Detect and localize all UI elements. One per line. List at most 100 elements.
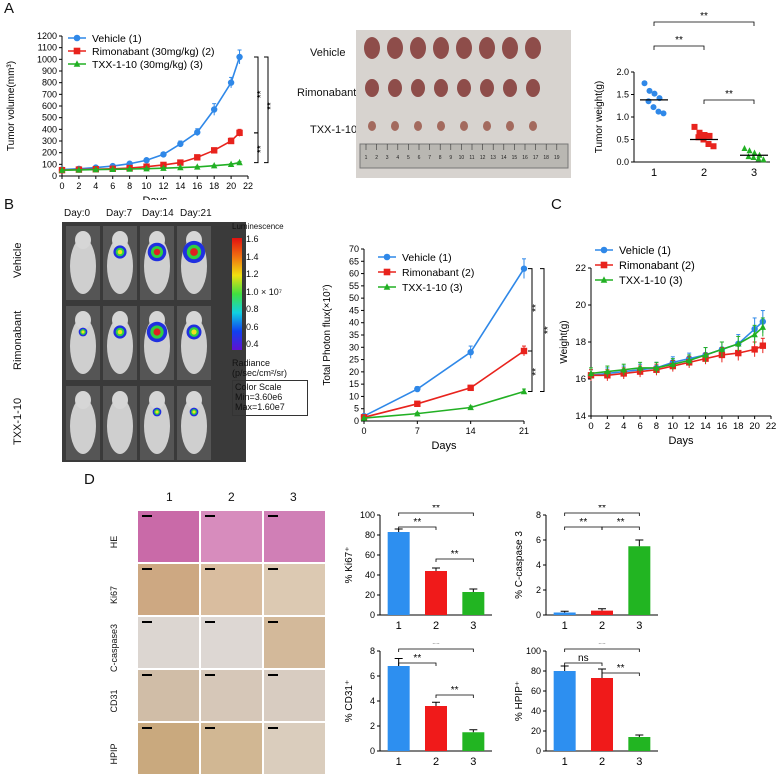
mouse-head bbox=[112, 231, 128, 249]
y-tick-label: 400 bbox=[42, 124, 57, 134]
tumor-specimen bbox=[391, 121, 399, 131]
legend-marker bbox=[600, 276, 608, 283]
data-point bbox=[109, 165, 116, 173]
x-tick-label: 16 bbox=[192, 181, 202, 191]
series-line bbox=[61, 161, 240, 171]
y-axis-title: % HPIP⁺ bbox=[514, 681, 525, 721]
data-point bbox=[710, 143, 717, 150]
tumor-specimen bbox=[460, 121, 468, 131]
y-tick-label: 60 bbox=[349, 269, 359, 279]
data-point bbox=[750, 154, 757, 160]
data-point bbox=[227, 160, 235, 168]
significance-label: ** bbox=[725, 89, 733, 100]
y-tick-label: 35 bbox=[349, 330, 359, 340]
significance-bracket bbox=[703, 99, 755, 104]
data-point bbox=[636, 364, 644, 371]
mouse-head bbox=[75, 311, 91, 329]
data-point bbox=[143, 164, 150, 172]
data-point bbox=[655, 108, 662, 115]
ruler-mark: 5 bbox=[407, 155, 410, 161]
significance-label: ** bbox=[451, 549, 459, 560]
color-scale-title: Color Scale bbox=[235, 382, 282, 392]
y-tick-label: 65 bbox=[349, 256, 359, 266]
significance-label: ** bbox=[432, 505, 440, 514]
mouse-head bbox=[112, 311, 128, 329]
legend-label: Rimonabant (30mg/kg) (2) bbox=[92, 46, 215, 58]
data-point bbox=[467, 403, 474, 411]
x-tick-label: 14 bbox=[700, 421, 711, 432]
y-tick-label: 60 bbox=[365, 550, 375, 560]
legend-label: TXX-1-10 (3) bbox=[619, 275, 683, 287]
mouse-body bbox=[70, 318, 96, 374]
x-tick-label: 20 bbox=[226, 181, 236, 191]
y-tick-label: 1000 bbox=[37, 54, 57, 64]
significance-label: ** bbox=[617, 517, 625, 528]
significance-label: ** bbox=[531, 304, 542, 312]
significance-bracket bbox=[398, 662, 437, 666]
x-tick-label: 16 bbox=[717, 421, 728, 432]
histo-row-label: HPIP bbox=[109, 743, 119, 765]
legend-marker bbox=[383, 253, 391, 261]
y-tick-label: 15 bbox=[349, 379, 359, 389]
bar bbox=[591, 678, 613, 751]
significance-bracket bbox=[435, 558, 474, 562]
y-tick-label: 0.5 bbox=[616, 135, 629, 145]
ruler-mark: 17 bbox=[533, 155, 539, 161]
y-tick-label: 2 bbox=[370, 721, 375, 731]
day-label: Day:0 bbox=[64, 208, 91, 219]
significance-bracket bbox=[653, 45, 705, 50]
data-point bbox=[755, 155, 762, 162]
x-tick-label: 2 bbox=[701, 167, 707, 179]
radiance-unit: (p/sec/cm²/sr) bbox=[232, 368, 287, 378]
data-point bbox=[653, 364, 660, 371]
histology-image bbox=[138, 670, 199, 721]
data-point bbox=[695, 134, 702, 141]
data-point bbox=[210, 162, 218, 169]
histology-image bbox=[201, 617, 262, 668]
y-tick-label: 25 bbox=[349, 355, 359, 365]
chart-cd31: 0 2 4 6 8 % CD31⁺ 1 2 3 ** ** ** bbox=[344, 643, 492, 768]
tumor-specimen bbox=[433, 37, 449, 59]
ruler bbox=[359, 143, 569, 169]
y-tick-label: 16 bbox=[575, 374, 586, 385]
legend-label: Rimonabant (2) bbox=[619, 260, 695, 272]
panel-letter-b: B bbox=[4, 196, 15, 213]
x-tick-label: 18 bbox=[209, 181, 219, 191]
signal-blob bbox=[192, 410, 196, 414]
y-axis-title: % C-caspase 3 bbox=[514, 531, 525, 599]
y-tick-label: 70 bbox=[349, 244, 359, 254]
chart-ccaspase3: 0 2 4 6 8 % C-caspase 3 1 2 3 ** ** ** bbox=[514, 505, 658, 632]
significance-bracket bbox=[435, 694, 474, 698]
legend-marker bbox=[73, 47, 81, 55]
y-tick-label: 30 bbox=[349, 342, 359, 352]
bar bbox=[591, 610, 613, 615]
signal-blob bbox=[81, 330, 85, 334]
x-tick-label: 10 bbox=[142, 181, 152, 191]
color-scale-max: Max=1.60e7 bbox=[235, 402, 285, 412]
data-point bbox=[587, 369, 595, 377]
ruler-mark: 16 bbox=[522, 155, 528, 161]
y-tick-label: 800 bbox=[42, 78, 57, 88]
data-point bbox=[651, 90, 658, 97]
data-point bbox=[691, 123, 698, 130]
panel-letter-c: C bbox=[551, 196, 562, 213]
tumor-specimen bbox=[368, 121, 376, 131]
histo-row-label: CD31 bbox=[109, 689, 119, 713]
y-axis-title: Tumor weight(g) bbox=[594, 81, 605, 153]
data-point bbox=[210, 147, 218, 154]
y-tick-label: 55 bbox=[349, 281, 359, 291]
chart-tumor-volume: 0100200300400500600700800900100011001200… bbox=[6, 31, 277, 200]
y-tick-label: 100 bbox=[42, 159, 57, 169]
y-tick-label: 8 bbox=[370, 646, 375, 656]
y-tick-label: 100 bbox=[526, 646, 541, 656]
legend-label: Vehicle (1) bbox=[402, 252, 452, 264]
data-point bbox=[645, 98, 652, 105]
data-point bbox=[696, 129, 703, 136]
legend-label: Vehicle (1) bbox=[92, 33, 142, 45]
day-label: Day:21 bbox=[180, 208, 212, 219]
data-point bbox=[746, 147, 753, 154]
data-point bbox=[751, 346, 758, 353]
x-tick-label: 6 bbox=[110, 181, 115, 191]
y-tick-label: 700 bbox=[42, 89, 57, 99]
y-axis-title: Total Photon flux(×10⁷) bbox=[322, 284, 333, 385]
